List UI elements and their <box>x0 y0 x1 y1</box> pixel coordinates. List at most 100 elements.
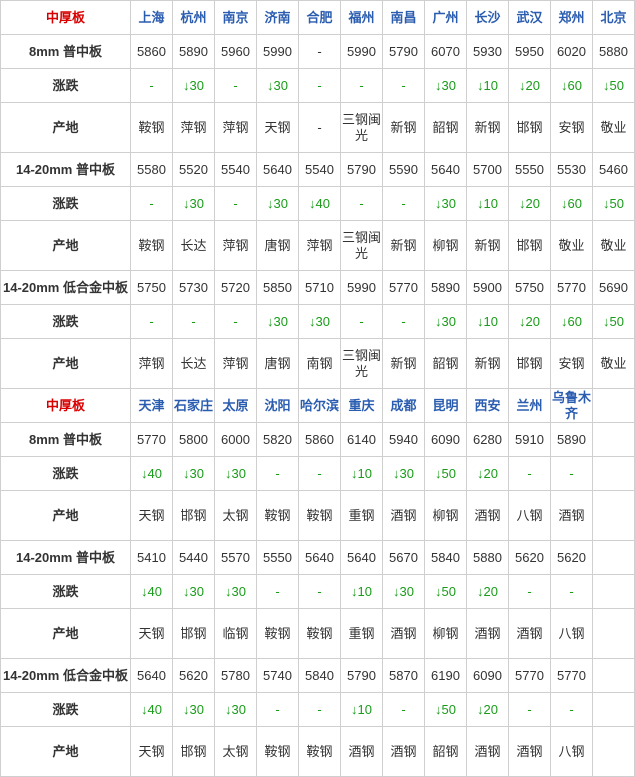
origin-cell: 新钢 <box>467 221 509 271</box>
change-cell: ↓30 <box>173 575 215 609</box>
origin-cell: 酒钢 <box>383 609 425 659</box>
origin-cell: 酒钢 <box>467 491 509 541</box>
price-cell: 6090 <box>467 659 509 693</box>
city-header-11 <box>593 389 635 423</box>
price-cell: 5990 <box>341 271 383 305</box>
change-cell: ↓60 <box>551 305 593 339</box>
price-cell: 5750 <box>509 271 551 305</box>
change-cell: ↓30 <box>425 187 467 221</box>
city-header-6: 成都 <box>383 389 425 423</box>
price-cell: 5910 <box>509 423 551 457</box>
change-cell: ↓50 <box>593 187 635 221</box>
change-cell: - <box>509 693 551 727</box>
origin-cell: 三钢闽光 <box>341 221 383 271</box>
city-header-10: 乌鲁木齐 <box>551 389 593 423</box>
change-cell: ↓60 <box>551 69 593 103</box>
change-cell: ↓20 <box>467 457 509 491</box>
price-cell: 6070 <box>425 35 467 69</box>
price-cell: 5790 <box>341 659 383 693</box>
city-header-5: 福州 <box>341 1 383 35</box>
origin-cell: 酒钢 <box>509 727 551 777</box>
origin-cell: 邯钢 <box>173 491 215 541</box>
price-cell: 5700 <box>467 153 509 187</box>
category-header: 中厚板 <box>1 1 131 35</box>
change-cell: ↓30 <box>215 693 257 727</box>
origin-cell: 八钢 <box>551 727 593 777</box>
price-cell: 5840 <box>299 659 341 693</box>
price-cell: 5620 <box>173 659 215 693</box>
origin-cell: 酒钢 <box>341 727 383 777</box>
change-row: 涨跌↓40↓30↓30--↓10-↓50↓20-- <box>1 693 635 727</box>
change-cell: ↓40 <box>131 457 173 491</box>
change-cell: ↓10 <box>467 187 509 221</box>
price-cell: 5890 <box>551 423 593 457</box>
origin-row: 产地天钢邯钢太钢鞍钢鞍钢酒钢酒钢韶钢酒钢酒钢八钢 <box>1 727 635 777</box>
price-cell: 5730 <box>173 271 215 305</box>
change-cell: - <box>551 575 593 609</box>
city-header-3: 沈阳 <box>257 389 299 423</box>
spec-label-0: 8mm 普中板 <box>1 423 131 457</box>
price-cell: 5640 <box>257 153 299 187</box>
price-cell: 5620 <box>509 541 551 575</box>
origin-cell <box>593 609 635 659</box>
origin-cell: 天钢 <box>131 609 173 659</box>
change-cell: ↓10 <box>467 305 509 339</box>
price-cell: 6140 <box>341 423 383 457</box>
price-cell: 5740 <box>257 659 299 693</box>
price-row: 14-20mm 低合金中板564056205780574058405790587… <box>1 659 635 693</box>
origin-cell: 鞍钢 <box>257 727 299 777</box>
change-cell: - <box>299 575 341 609</box>
origin-cell: 鞍钢 <box>131 221 173 271</box>
change-cell: ↓50 <box>425 457 467 491</box>
origin-cell: 三钢闽光 <box>341 103 383 153</box>
city-header-7: 昆明 <box>425 389 467 423</box>
price-cell: 6020 <box>551 35 593 69</box>
change-cell: ↓30 <box>173 693 215 727</box>
price-cell: 5550 <box>509 153 551 187</box>
change-cell: - <box>551 457 593 491</box>
origin-row: 产地天钢邯钢临钢鞍钢鞍钢重钢酒钢柳钢酒钢酒钢八钢 <box>1 609 635 659</box>
change-cell: - <box>257 575 299 609</box>
change-cell: - <box>173 305 215 339</box>
city-header-4: 哈尔滨 <box>299 389 341 423</box>
price-cell: 5770 <box>383 271 425 305</box>
change-cell: ↓20 <box>467 575 509 609</box>
origin-cell: 鞍钢 <box>299 609 341 659</box>
price-cell: 5640 <box>425 153 467 187</box>
change-cell: - <box>131 305 173 339</box>
price-cell: 5850 <box>257 271 299 305</box>
price-cell: 5640 <box>341 541 383 575</box>
origin-cell: 邯钢 <box>509 103 551 153</box>
origin-cell: 天钢 <box>131 491 173 541</box>
change-cell: ↓30 <box>257 187 299 221</box>
price-cell <box>593 423 635 457</box>
change-cell: ↓40 <box>299 187 341 221</box>
change-label: 涨跌 <box>1 457 131 491</box>
city-header-8: 长沙 <box>467 1 509 35</box>
change-cell: ↓20 <box>509 187 551 221</box>
change-label: 涨跌 <box>1 693 131 727</box>
origin-cell: 临钢 <box>215 609 257 659</box>
price-cell: 5720 <box>215 271 257 305</box>
change-cell: - <box>299 69 341 103</box>
change-cell: - <box>215 69 257 103</box>
price-cell: 5930 <box>467 35 509 69</box>
origin-cell: 韶钢 <box>425 103 467 153</box>
change-cell <box>593 575 635 609</box>
price-cell: 5590 <box>383 153 425 187</box>
origin-cell: 韶钢 <box>425 727 467 777</box>
city-header-5: 重庆 <box>341 389 383 423</box>
change-cell: - <box>215 187 257 221</box>
price-cell: 5750 <box>131 271 173 305</box>
change-cell: ↓30 <box>257 69 299 103</box>
change-cell: ↓50 <box>425 575 467 609</box>
city-header-3: 济南 <box>257 1 299 35</box>
origin-cell: 安钢 <box>551 339 593 389</box>
change-cell: - <box>131 69 173 103</box>
change-row: 涨跌↓40↓30↓30--↓10↓30↓50↓20-- <box>1 457 635 491</box>
price-cell: 5820 <box>257 423 299 457</box>
origin-cell: 太钢 <box>215 491 257 541</box>
origin-label: 产地 <box>1 491 131 541</box>
origin-cell: 萍钢 <box>173 103 215 153</box>
origin-cell: 鞍钢 <box>299 491 341 541</box>
